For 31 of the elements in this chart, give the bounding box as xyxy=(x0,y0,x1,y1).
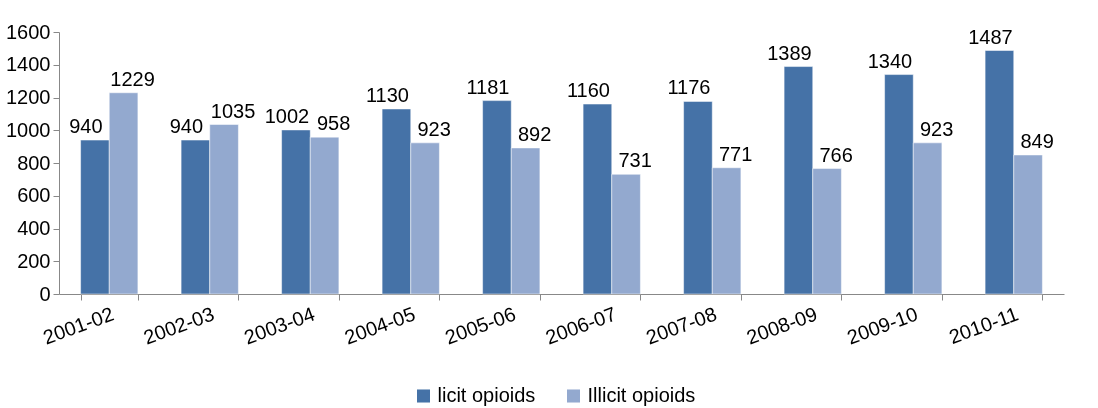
data-label: 923 xyxy=(919,117,954,140)
y-tick-label: 1200 xyxy=(6,86,51,108)
data-label: 1160 xyxy=(566,79,610,102)
data-label: 766 xyxy=(819,143,853,166)
data-label: 1176 xyxy=(667,76,711,99)
data-label: 771 xyxy=(718,142,753,165)
y-tick-label: 0 xyxy=(39,282,51,305)
data-label: 892 xyxy=(517,122,552,145)
data-label: 1487 xyxy=(968,25,1013,48)
data-label: 1002 xyxy=(264,104,310,127)
data-label: 958 xyxy=(316,112,351,135)
y-tick-label: 400 xyxy=(17,217,51,239)
data-label: 731 xyxy=(618,149,652,172)
y-tick-label: 1600 xyxy=(6,20,51,43)
legend-label: Illicit opioids xyxy=(587,384,696,406)
data-label: 1229 xyxy=(110,67,155,90)
data-label: 1340 xyxy=(867,49,913,72)
y-tick-label: 800 xyxy=(17,151,51,174)
y-tick-label: 1000 xyxy=(6,118,51,141)
y-tick-label: 1400 xyxy=(6,53,51,76)
data-label: 1181 xyxy=(466,75,510,98)
data-label: 849 xyxy=(1020,129,1054,152)
data-label: 923 xyxy=(417,117,451,140)
data-label: 1035 xyxy=(210,99,256,122)
data-label: 940 xyxy=(169,115,204,138)
data-label: 1389 xyxy=(767,41,812,64)
data-label: 1130 xyxy=(365,83,409,106)
y-tick-label: 600 xyxy=(17,184,51,207)
data-label: 940 xyxy=(69,115,103,138)
legend-label: licit opioids xyxy=(437,384,536,406)
y-tick-label: 200 xyxy=(17,249,51,272)
